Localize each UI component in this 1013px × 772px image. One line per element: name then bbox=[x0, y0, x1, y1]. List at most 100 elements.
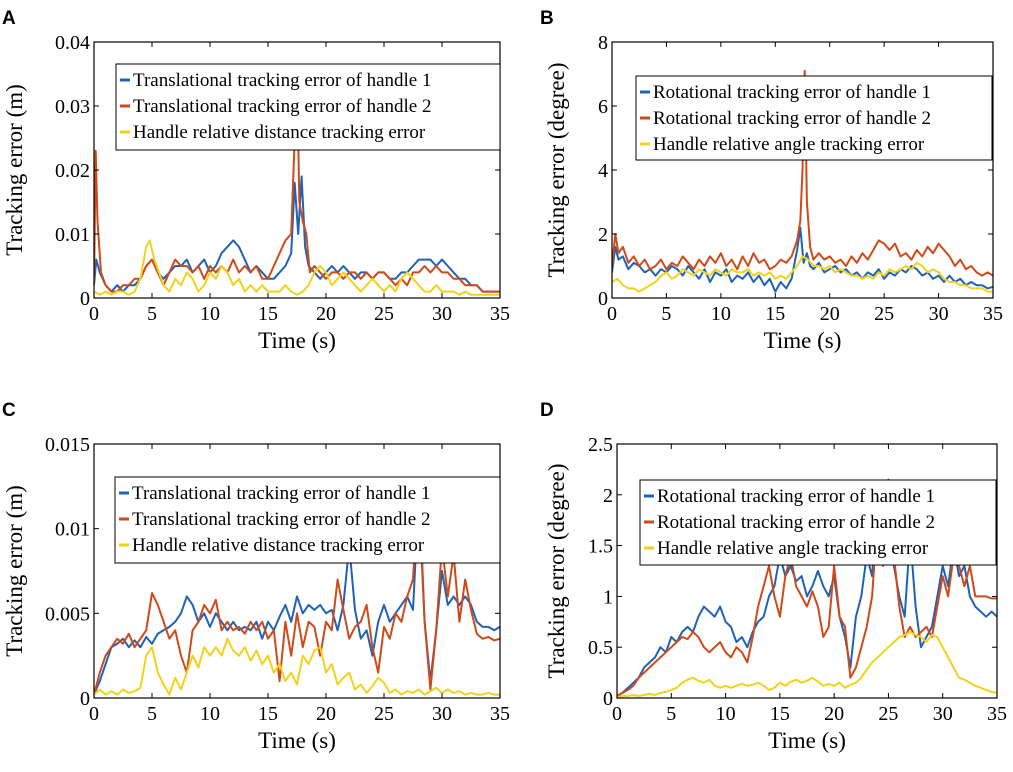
legend-box bbox=[114, 476, 501, 564]
x-tick-label: 10 bbox=[200, 703, 220, 725]
panel-c: 0 5 10 15 20 25 30 35 0 0.005 0.01 0.015 Time (s) Tra… bbox=[2, 400, 510, 753]
panel-label: D bbox=[540, 400, 554, 421]
x-tick-label: 15 bbox=[770, 703, 790, 725]
x-tick-label: 10 bbox=[711, 303, 731, 325]
series-line-d-2 bbox=[617, 493, 997, 697]
y-tick-label: 0.5 bbox=[588, 637, 613, 659]
y-tick-label: 0.02 bbox=[55, 160, 90, 182]
legend-entry: Translational tracking error of handle 2 bbox=[133, 96, 431, 117]
panel-label: C bbox=[2, 400, 16, 421]
series-line-b-1 bbox=[612, 226, 993, 293]
x-tick-label: 20 bbox=[316, 303, 336, 325]
x-tick-label: 15 bbox=[258, 703, 278, 725]
x-tick-label: 25 bbox=[374, 303, 394, 325]
series-line-d-1 bbox=[617, 478, 997, 697]
legend-b: Rotational tracking error of handle 1 Rot… bbox=[635, 75, 993, 161]
y-tick-label: 0.005 bbox=[45, 603, 90, 625]
y-tick-label: 0 bbox=[80, 688, 90, 710]
legend-entry: Translational tracking error of handle 1 bbox=[133, 70, 431, 91]
legend-entry: Translational tracking error of handle 1 bbox=[132, 483, 430, 504]
legend-entry: Rotational tracking error of handle 2 bbox=[653, 108, 931, 129]
x-tick-label: 35 bbox=[490, 303, 510, 325]
legend-box bbox=[115, 63, 501, 151]
legend-a: Translational tracking error of handle 1… bbox=[115, 63, 501, 151]
x-tick-label: 20 bbox=[820, 303, 840, 325]
y-tick-label: 6 bbox=[598, 96, 608, 118]
series-line-d-3 bbox=[617, 631, 997, 698]
legend-box bbox=[635, 75, 993, 161]
axes-box-c bbox=[93, 443, 501, 699]
x-tick-label: 25 bbox=[374, 703, 394, 725]
x-tick-label: 0 bbox=[612, 703, 622, 725]
legend-d: Rotational tracking error of handle 1 Rot… bbox=[639, 479, 997, 566]
panel-b: 0 5 10 15 20 25 30 35 0 2 4 6 8 Time (s) Tracking erro… bbox=[540, 8, 1003, 353]
x-tick-label: 0 bbox=[89, 303, 99, 325]
x-tick-label: 10 bbox=[200, 303, 220, 325]
y-tick-label: 0 bbox=[598, 288, 608, 310]
legend-entry: Rotational tracking error of handle 1 bbox=[653, 82, 931, 103]
series-line-c-3 bbox=[94, 637, 500, 696]
x-tick-label: 5 bbox=[147, 303, 157, 325]
y-tick-label: 1.5 bbox=[588, 536, 613, 558]
panel-label: A bbox=[2, 8, 16, 29]
x-axis-label: Time (s) bbox=[258, 728, 336, 753]
x-tick-label: 5 bbox=[661, 303, 671, 325]
x-tick-label: 20 bbox=[316, 703, 336, 725]
x-axis-label: Time (s) bbox=[768, 728, 846, 753]
x-tick-label: 30 bbox=[432, 703, 452, 725]
x-tick-label: 25 bbox=[878, 703, 898, 725]
y-tick-label: 0 bbox=[603, 688, 613, 710]
x-tick-label: 30 bbox=[929, 303, 949, 325]
legend-entry: Handle relative angle tracking error bbox=[653, 134, 925, 155]
y-tick-label: 0.01 bbox=[55, 224, 90, 246]
y-tick-label: 0.015 bbox=[45, 434, 90, 456]
y-tick-label: 0.01 bbox=[55, 519, 90, 541]
x-tick-label: 30 bbox=[933, 703, 953, 725]
legend-entry: Handle relative distance tracking error bbox=[133, 122, 426, 143]
legend-entry: Rotational tracking error of handle 1 bbox=[657, 486, 935, 507]
y-tick-label: 0.04 bbox=[55, 32, 90, 54]
x-axis-label: Time (s) bbox=[764, 328, 842, 353]
x-tick-label: 0 bbox=[607, 303, 617, 325]
y-tick-label: 2.5 bbox=[588, 434, 613, 456]
y-tick-label: 8 bbox=[598, 32, 608, 54]
legend-entry: Translational tracking error of handle 2 bbox=[132, 509, 430, 530]
x-tick-label: 5 bbox=[666, 703, 676, 725]
x-tick-label: 35 bbox=[983, 303, 1003, 325]
y-axis-label: Tracking error (degree) bbox=[544, 464, 569, 679]
x-tick-label: 35 bbox=[987, 703, 1007, 725]
axes-box-d bbox=[616, 443, 998, 699]
legend-entry: Handle relative distance tracking error bbox=[132, 535, 425, 556]
series-line-c-2 bbox=[94, 476, 500, 695]
y-tick-label: 2 bbox=[603, 485, 613, 507]
y-axis-label: Tracking error (m) bbox=[2, 84, 27, 256]
legend-box bbox=[639, 479, 997, 566]
panel-a: 0 5 10 15 20 25 30 35 0 0.01 0.02 0.03 0.04 Time (s) T… bbox=[2, 8, 510, 353]
y-tick-label: 0.03 bbox=[55, 96, 90, 118]
panel-label: B bbox=[540, 8, 554, 29]
y-tick-label: 2 bbox=[598, 224, 608, 246]
legend-entry: Handle relative angle tracking error bbox=[657, 538, 929, 559]
x-tick-label: 30 bbox=[432, 303, 452, 325]
x-tick-label: 5 bbox=[147, 703, 157, 725]
x-tick-label: 15 bbox=[258, 303, 278, 325]
x-tick-label: 25 bbox=[874, 303, 894, 325]
x-tick-label: 20 bbox=[824, 703, 844, 725]
x-tick-label: 0 bbox=[89, 703, 99, 725]
y-tick-label: 1 bbox=[603, 586, 613, 608]
series-line-b-2 bbox=[612, 69, 993, 277]
series-line-b-3 bbox=[612, 255, 993, 293]
y-tick-label: 0 bbox=[80, 288, 90, 310]
y-axis-label: Tracking error (degree) bbox=[544, 63, 569, 278]
x-axis-label: Time (s) bbox=[258, 328, 336, 353]
x-tick-label: 15 bbox=[765, 303, 785, 325]
panel-d: 0 5 10 15 20 25 30 35 0 0.5 1 1.5 2 2.5 Time (s) Tracki… bbox=[540, 400, 1007, 753]
y-axis-label: Tracking error (m) bbox=[2, 485, 27, 657]
x-tick-label: 35 bbox=[490, 703, 510, 725]
y-tick-label: 4 bbox=[598, 160, 608, 182]
series-line-a-3 bbox=[94, 239, 500, 296]
legend-c: Translational tracking error of handle 1… bbox=[114, 476, 501, 564]
legend-entry: Rotational tracking error of handle 2 bbox=[657, 512, 935, 533]
x-tick-label: 10 bbox=[716, 703, 736, 725]
